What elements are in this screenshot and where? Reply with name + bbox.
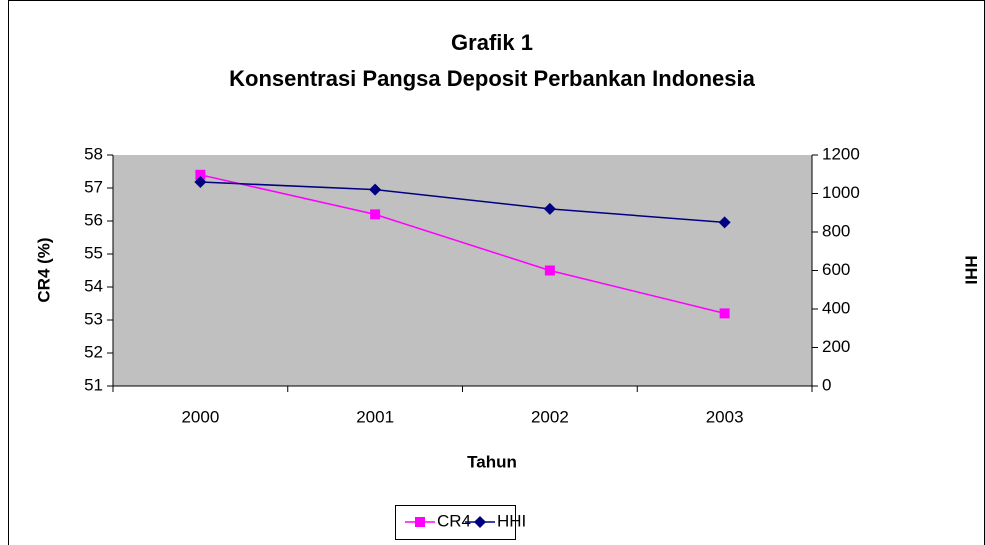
point xyxy=(194,175,207,188)
series-line xyxy=(200,174,725,315)
y2-tick-label: 1000 xyxy=(822,183,860,202)
x-tick-label: 2000 xyxy=(181,407,219,426)
legend-marker xyxy=(474,516,486,528)
y2-tick-label: 600 xyxy=(822,260,850,279)
y-tick-label: 58 xyxy=(84,144,103,163)
legend-marker xyxy=(415,517,425,527)
y-tick-label: 54 xyxy=(84,276,103,295)
y-tick-label: 53 xyxy=(84,309,103,328)
legend-label: HHI xyxy=(497,511,526,530)
y-tick-label: 52 xyxy=(84,342,103,361)
point xyxy=(544,265,555,276)
y-axis-label: CR4 (%) xyxy=(34,237,53,302)
point xyxy=(719,308,730,319)
plot-area xyxy=(113,155,812,386)
y2-tick-label: 1200 xyxy=(822,144,860,163)
y-tick-label: 56 xyxy=(84,210,103,229)
y2-axis-label: HHI xyxy=(962,255,981,284)
legend-label: CR4 xyxy=(437,511,471,530)
y-tick-label: 57 xyxy=(84,177,103,196)
chart-subtitle: Konsentrasi Pangsa Deposit Perbankan Ind… xyxy=(229,66,755,91)
y-tick-label: 51 xyxy=(84,375,103,394)
x-tick-label: 2001 xyxy=(356,407,394,426)
x-axis-label: Tahun xyxy=(467,452,517,471)
chart-title: Grafik 1 xyxy=(451,30,533,55)
y2-tick-label: 200 xyxy=(822,337,850,356)
y2-tick-label: 800 xyxy=(822,221,850,240)
y2-tick-label: 0 xyxy=(822,375,831,394)
point xyxy=(370,209,381,220)
x-tick-label: 2002 xyxy=(531,407,569,426)
y-tick-label: 55 xyxy=(84,243,103,262)
series-line xyxy=(200,181,725,224)
point xyxy=(195,169,206,180)
y2-tick-label: 400 xyxy=(822,298,850,317)
x-tick-label: 2003 xyxy=(706,407,744,426)
point xyxy=(369,183,382,196)
point xyxy=(718,216,731,229)
point xyxy=(543,202,556,215)
